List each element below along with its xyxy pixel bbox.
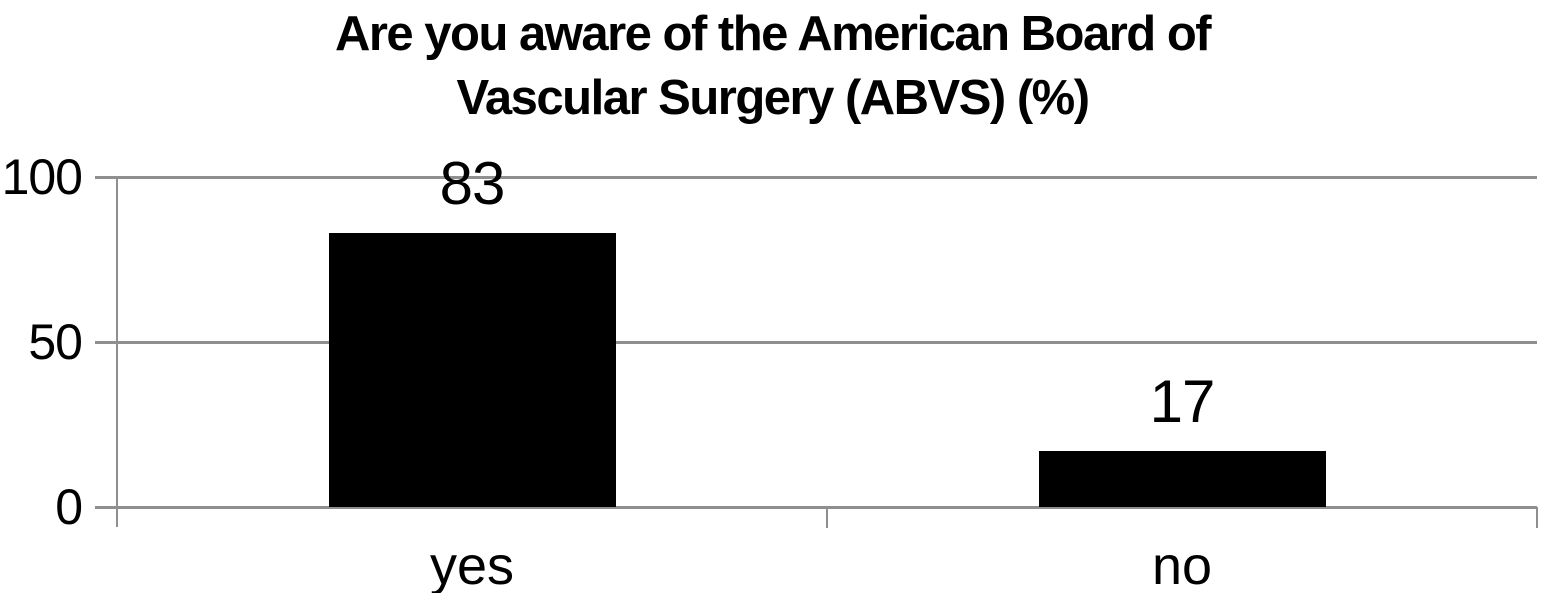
chart-title-line-1: Are you aware of the American Board of [334,7,1212,61]
gridline-0 [95,506,1537,509]
x-category-label-no: no [1151,536,1213,593]
bar-yes [328,233,616,507]
chart-title-line-2: Vascular Surgery (ABVS) (%) [456,71,1090,125]
gridline-100 [95,176,1537,179]
y-tick-label-100: 100 [1,149,83,205]
y-tick-label-50: 50 [28,314,83,370]
gridline-50 [95,341,1537,344]
x-axis-tick [1536,507,1538,528]
x-axis-tick [826,507,828,528]
bar-no [1038,450,1326,507]
bar-value-label-no: 17 [1149,367,1216,435]
bar-value-label-yes: 83 [439,150,506,218]
chart-title: Are you aware of the American Board of V… [0,2,1545,130]
y-axis-line [116,177,118,527]
y-tick-label-0: 0 [55,479,83,535]
x-category-label-yes: yes [429,536,515,593]
